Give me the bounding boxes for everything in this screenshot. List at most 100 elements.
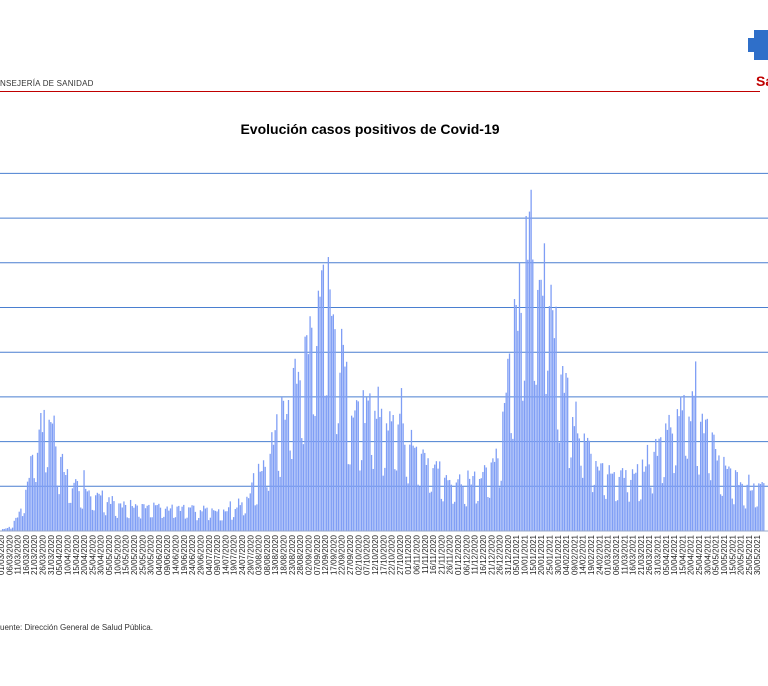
daily-case-bar	[105, 515, 107, 531]
daily-case-bar	[462, 486, 464, 531]
daily-case-bar	[159, 507, 162, 531]
daily-case-bar	[600, 463, 602, 531]
daily-case-bar	[153, 502, 155, 531]
daily-case-bar	[119, 503, 122, 531]
daily-case-bar	[665, 423, 667, 531]
daily-case-bar	[90, 496, 92, 531]
x-tick-label: 13/08/2020	[271, 534, 280, 575]
daily-case-bar	[470, 484, 472, 531]
daily-case-bar	[611, 473, 614, 531]
daily-case-bar	[21, 516, 24, 531]
daily-case-bar	[174, 517, 177, 531]
daily-case-bar	[643, 471, 645, 531]
x-tick-label: 20/04/2021	[687, 534, 696, 575]
daily-case-bar	[171, 504, 173, 531]
daily-case-bar	[558, 442, 561, 531]
daily-case-bar	[141, 504, 143, 531]
daily-case-bar	[598, 470, 600, 531]
daily-case-bar	[430, 491, 433, 531]
daily-case-bar	[149, 517, 152, 531]
daily-case-bar	[390, 421, 393, 531]
x-tick-label: 30/01/2021	[554, 534, 563, 575]
daily-case-bar	[704, 419, 707, 531]
daily-case-bar	[468, 478, 471, 531]
daily-case-bar	[640, 499, 642, 531]
x-tick-label: 19/06/2020	[180, 534, 189, 575]
daily-case-bar	[241, 502, 243, 531]
daily-case-bar	[572, 417, 574, 531]
x-axis-tick-labels: 01/03/2020 06/03/2020 11/03/2020 16/03/2020…	[0, 534, 762, 575]
daily-case-bar	[555, 306, 557, 531]
daily-case-bar	[703, 433, 705, 531]
daily-case-bar	[623, 477, 625, 531]
x-tick-label: 09/07/2020	[213, 534, 222, 575]
daily-case-bar	[482, 471, 484, 531]
daily-case-bar	[548, 306, 551, 531]
daily-case-bar	[352, 417, 354, 531]
daily-case-bar	[311, 327, 313, 531]
daily-case-bar	[492, 458, 494, 531]
x-tick-label: 30/05/2020	[147, 534, 156, 575]
daily-case-bar	[500, 480, 502, 531]
daily-case-bar	[734, 470, 737, 531]
daily-case-bar	[645, 466, 647, 531]
daily-case-bar	[96, 492, 98, 531]
x-tick-label: 25/05/2020	[138, 534, 147, 575]
daily-case-bar	[693, 395, 695, 531]
daily-case-bar	[154, 505, 157, 531]
daily-case-bar	[203, 505, 205, 531]
daily-case-bar	[276, 414, 278, 531]
daily-case-bar	[83, 470, 85, 531]
daily-case-bar	[382, 475, 384, 531]
daily-case-bar	[369, 393, 371, 531]
x-tick-label: 11/03/2021	[620, 534, 629, 574]
daily-case-bar	[608, 465, 610, 531]
daily-case-bar	[326, 395, 328, 531]
daily-case-bar	[173, 517, 175, 531]
daily-case-bar	[540, 279, 542, 531]
daily-case-bar	[724, 465, 727, 531]
daily-case-bar	[535, 384, 537, 531]
daily-case-bar	[36, 452, 39, 531]
daily-case-bar	[61, 453, 64, 531]
daily-case-bar	[327, 257, 330, 531]
daily-case-bar	[331, 315, 333, 531]
daily-case-bar	[625, 470, 627, 531]
x-tick-label: 20/05/2020	[130, 534, 139, 575]
daily-case-bar	[126, 517, 128, 531]
daily-case-bar	[714, 449, 717, 531]
daily-case-bar	[58, 494, 60, 531]
daily-case-bar	[178, 505, 180, 531]
x-tick-label: 15/01/2021	[529, 534, 538, 575]
x-tick-label: 07/09/2020	[313, 534, 322, 575]
source-note: uente: Dirección General de Salud Públic…	[0, 623, 153, 632]
header-divider	[0, 91, 760, 92]
daily-case-bar	[409, 444, 411, 531]
daily-case-bar	[445, 475, 448, 531]
daily-case-bar	[377, 386, 379, 531]
daily-case-bar	[537, 289, 539, 531]
daily-case-bar	[118, 503, 120, 531]
daily-case-bar	[95, 495, 97, 531]
daily-case-bar	[660, 437, 662, 531]
daily-case-bar	[713, 434, 715, 531]
daily-case-bar	[743, 505, 745, 531]
daily-case-bar	[231, 519, 233, 531]
daily-case-bar	[302, 444, 305, 531]
daily-case-bar	[746, 484, 748, 531]
daily-case-bar	[410, 429, 413, 531]
daily-case-bar	[721, 495, 723, 531]
daily-case-bar	[164, 508, 167, 531]
daily-case-bar	[759, 483, 762, 531]
daily-case-bar	[66, 469, 69, 531]
daily-case-bar	[400, 388, 403, 531]
daily-case-bar	[538, 279, 541, 531]
daily-case-bar	[294, 358, 296, 531]
daily-case-bar	[156, 505, 158, 531]
daily-case-bar	[259, 471, 261, 531]
daily-case-bar	[631, 469, 634, 531]
daily-case-bar	[196, 520, 198, 531]
x-tick-label: 05/05/2020	[105, 534, 114, 575]
daily-case-bar	[91, 509, 94, 531]
daily-case-bar	[739, 482, 742, 531]
